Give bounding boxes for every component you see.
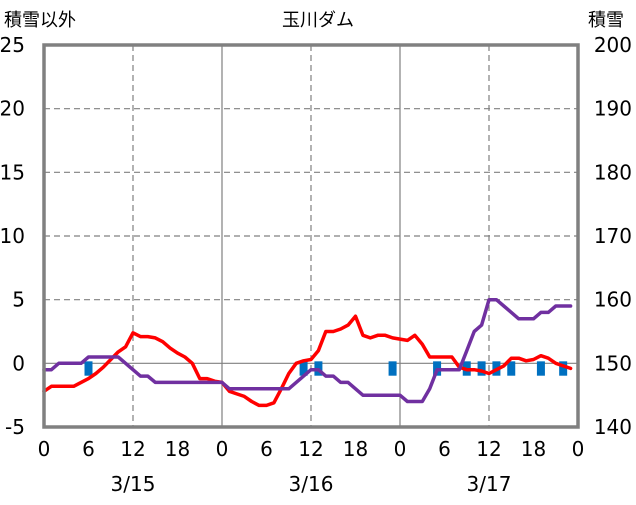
- x-tick-label: 0: [572, 437, 585, 461]
- frame-layer: [42, 43, 580, 429]
- x-tick-label: 0: [216, 437, 229, 461]
- date-label: 3/17: [467, 472, 512, 496]
- x-tick-label: 18: [521, 437, 546, 461]
- series-line-2: [42, 297, 573, 404]
- date-label: 3/15: [111, 472, 156, 496]
- y-tick-left: 25: [0, 33, 25, 57]
- date-label: 3/16: [289, 472, 334, 496]
- x-tick-label: 12: [120, 437, 145, 461]
- right-axis-label: 積雪: [588, 10, 624, 31]
- left-axis-label: 積雪以外: [4, 10, 76, 31]
- y-tick-right: 140: [594, 415, 632, 439]
- y-tick-right: 190: [594, 97, 632, 121]
- x-tick-label: 12: [298, 437, 323, 461]
- y-tick-right: 180: [594, 160, 632, 184]
- y-tick-right: 160: [594, 288, 632, 312]
- x-tick-label: 0: [394, 437, 407, 461]
- y-tick-right: 170: [594, 224, 632, 248]
- x-tick-label: 0: [38, 437, 51, 461]
- bar-mark: [84, 361, 93, 376]
- x-tick-label: 12: [476, 437, 501, 461]
- y-tick-right: 200: [594, 33, 632, 57]
- y-tick-left: 0: [12, 351, 25, 375]
- x-tick-label: 6: [438, 437, 451, 461]
- y-tick-left: 15: [0, 160, 25, 184]
- x-tick-label: 6: [260, 437, 273, 461]
- plot-frame: [42, 43, 580, 429]
- label-layer: 玉川ダム 積雪以外 積雪 -50510152025140150160170180…: [0, 10, 632, 496]
- bar-mark: [477, 361, 486, 376]
- y-tick-left: -5: [5, 415, 25, 439]
- bar-mark: [507, 361, 516, 376]
- y-tick-left: 20: [0, 97, 25, 121]
- y-tick-left: 5: [12, 288, 25, 312]
- series-line-1: [42, 314, 573, 408]
- bar-mark: [559, 361, 568, 376]
- y-tick-left: 10: [0, 224, 25, 248]
- line-layer: [42, 297, 573, 408]
- y-tick-right: 150: [594, 351, 632, 375]
- x-tick-label: 18: [165, 437, 190, 461]
- bar-mark: [388, 361, 397, 376]
- chart-title: 玉川ダム: [282, 10, 354, 31]
- bar-mark: [299, 361, 308, 376]
- x-tick-label: 18: [343, 437, 368, 461]
- x-tick-label: 6: [82, 437, 95, 461]
- bar-mark: [536, 361, 545, 376]
